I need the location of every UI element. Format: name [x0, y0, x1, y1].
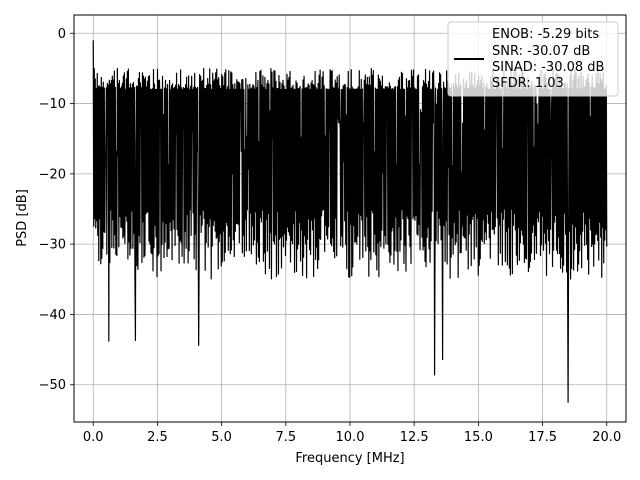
legend: ENOB: -5.29 bits SNR: -30.07 dB SINAD: -…	[447, 21, 619, 97]
x-tick-label: 17.5	[528, 430, 557, 445]
y-tick-label: −40	[39, 308, 66, 323]
y-tick-label: 0	[58, 27, 66, 42]
x-tick-label: 7.5	[275, 430, 296, 445]
y-tick-label: −10	[39, 97, 66, 112]
psd-series-line	[92, 40, 608, 403]
y-axis: 0 −10 −20 −30 −40 −50	[39, 27, 74, 393]
x-tick-label: 20.0	[592, 430, 621, 445]
y-tick-label: −50	[39, 378, 66, 393]
y-tick-label: −20	[39, 167, 66, 182]
x-axis: 0.0 2.5 5.0 7.5 10.0 12.5 15.0 17.5 20.0	[83, 422, 621, 445]
legend-entry-sfdr: SFDR: 1.03	[492, 76, 564, 91]
x-tick-label: 0.0	[83, 430, 104, 445]
x-tick-label: 12.5	[400, 430, 429, 445]
x-tick-label: 10.0	[336, 430, 365, 445]
x-tick-label: 15.0	[464, 430, 493, 445]
legend-entry-enob: ENOB: -5.29 bits	[492, 27, 599, 42]
x-tick-label: 5.0	[211, 430, 232, 445]
series-layer	[92, 40, 608, 403]
x-axis-label: Frequency [MHz]	[295, 451, 404, 466]
legend-entry-sinad: SINAD: -30.08 dB	[492, 60, 604, 75]
y-axis-label: PSD [dB]	[15, 189, 30, 247]
legend-box	[447, 21, 619, 97]
y-tick-label: −30	[39, 238, 66, 253]
legend-entry-snr: SNR: -30.07 dB	[492, 44, 590, 59]
x-tick-label: 2.5	[147, 430, 168, 445]
